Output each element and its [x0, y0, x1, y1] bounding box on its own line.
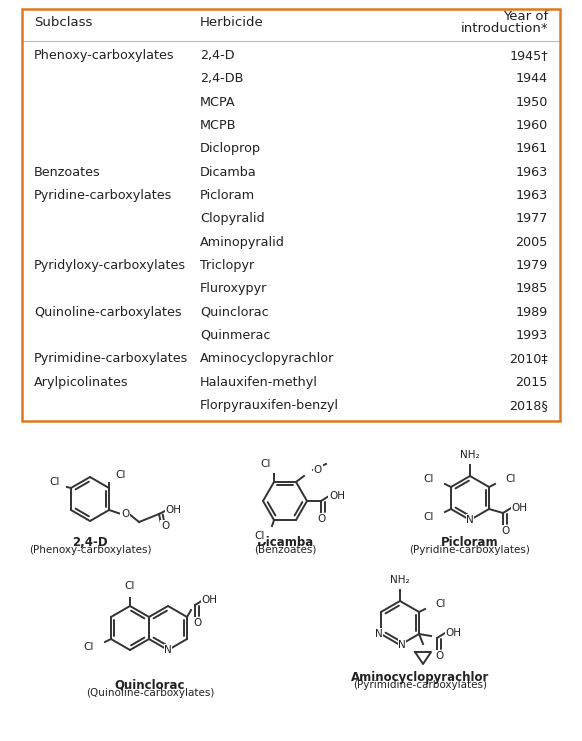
Text: Picloram: Picloram — [200, 189, 255, 202]
Text: Cl: Cl — [261, 459, 271, 469]
Text: Cl: Cl — [424, 512, 434, 522]
Text: MCPA: MCPA — [200, 96, 236, 109]
Text: O: O — [501, 526, 509, 536]
Text: 2,4-D: 2,4-D — [200, 49, 235, 62]
Text: Fluroxypyr: Fluroxypyr — [200, 282, 267, 295]
Text: NH₂: NH₂ — [390, 575, 410, 585]
Text: Dicloprop: Dicloprop — [200, 142, 261, 156]
Text: Florpyrauxifen-benzyl: Florpyrauxifen-benzyl — [200, 399, 339, 412]
Text: Dicamba: Dicamba — [257, 536, 314, 549]
Text: Cl: Cl — [424, 474, 434, 484]
Text: O: O — [121, 509, 129, 519]
Text: Cl: Cl — [84, 642, 94, 652]
Text: (Pyrimidine-carboxylates): (Pyrimidine-carboxylates) — [353, 680, 487, 690]
Text: 1961: 1961 — [516, 142, 548, 156]
Text: Dicamba: Dicamba — [200, 166, 257, 179]
Text: 2010‡: 2010‡ — [509, 352, 548, 365]
Text: NH₂: NH₂ — [460, 450, 480, 460]
Text: N: N — [398, 640, 406, 650]
Text: Quinclorac: Quinclorac — [200, 305, 269, 319]
Text: Aminocyclopyrachlor: Aminocyclopyrachlor — [351, 671, 489, 684]
Text: 1963: 1963 — [516, 189, 548, 202]
Text: 1945†: 1945† — [509, 49, 548, 62]
Text: 1963: 1963 — [516, 166, 548, 179]
Text: Halauxifen-methyl: Halauxifen-methyl — [200, 376, 318, 388]
Text: Pyridyloxy-carboxylates: Pyridyloxy-carboxylates — [34, 259, 186, 272]
Text: Triclopyr: Triclopyr — [200, 259, 254, 272]
Text: Quinoline-carboxylates: Quinoline-carboxylates — [34, 305, 182, 319]
Text: 1977: 1977 — [516, 213, 548, 225]
Text: O: O — [193, 618, 201, 628]
Text: Benzoates: Benzoates — [34, 166, 101, 179]
Text: Arylpicolinates: Arylpicolinates — [34, 376, 129, 388]
Text: Aminopyralid: Aminopyralid — [200, 236, 285, 249]
Text: O: O — [317, 514, 325, 524]
Text: Pyridine-carboxylates: Pyridine-carboxylates — [34, 189, 172, 202]
Text: Picloram: Picloram — [441, 536, 499, 549]
Text: OH: OH — [511, 503, 527, 513]
Text: 2,4-DB: 2,4-DB — [200, 73, 243, 85]
Text: (Quinoline-carboxylates): (Quinoline-carboxylates) — [86, 688, 214, 698]
Text: 2018§: 2018§ — [509, 399, 548, 412]
Text: MCPB: MCPB — [200, 119, 236, 132]
Text: 2005: 2005 — [516, 236, 548, 249]
Text: N: N — [375, 629, 383, 639]
Text: (Phenoxy-carboxylates): (Phenoxy-carboxylates) — [29, 545, 151, 555]
Text: OH: OH — [445, 628, 461, 638]
Text: 1989: 1989 — [516, 305, 548, 319]
Text: 1993: 1993 — [516, 329, 548, 342]
Text: Cl: Cl — [49, 477, 60, 487]
Text: Quinmerac: Quinmerac — [200, 329, 271, 342]
Text: O: O — [314, 465, 322, 475]
Text: OH: OH — [201, 595, 217, 605]
Text: Clopyralid: Clopyralid — [200, 213, 265, 225]
Text: Phenoxy-carboxylates: Phenoxy-carboxylates — [34, 49, 175, 62]
Text: Herbicide: Herbicide — [200, 16, 264, 29]
Text: 1950: 1950 — [516, 96, 548, 109]
Text: 2015: 2015 — [516, 376, 548, 388]
Text: 2,4-D: 2,4-D — [72, 536, 108, 549]
Text: Year of: Year of — [503, 10, 548, 23]
Text: Pyrimidine-carboxylates: Pyrimidine-carboxylates — [34, 352, 189, 365]
Text: 1979: 1979 — [516, 259, 548, 272]
Text: 1985: 1985 — [516, 282, 548, 295]
Text: Subclass: Subclass — [34, 16, 93, 29]
Text: OH: OH — [329, 491, 345, 501]
Text: Cl: Cl — [255, 531, 265, 541]
Text: (Pyridine-carboxylates): (Pyridine-carboxylates) — [410, 545, 530, 555]
Text: N: N — [164, 645, 172, 655]
Text: introduction*: introduction* — [460, 22, 548, 35]
Text: O: O — [161, 521, 169, 531]
Bar — [22, 9, 560, 421]
Text: Quinclorac: Quinclorac — [115, 679, 185, 692]
Text: Cl: Cl — [436, 599, 446, 609]
Text: Cl: Cl — [506, 474, 516, 484]
Text: OH: OH — [165, 505, 181, 515]
Text: (Benzoates): (Benzoates) — [254, 545, 316, 555]
Text: N: N — [466, 515, 474, 525]
Text: Cl: Cl — [125, 581, 135, 591]
Text: Aminocyclopyrachlor: Aminocyclopyrachlor — [200, 352, 335, 365]
Text: 1960: 1960 — [516, 119, 548, 132]
Text: 1944: 1944 — [516, 73, 548, 85]
Text: Cl: Cl — [116, 470, 126, 480]
Text: O: O — [435, 651, 443, 661]
